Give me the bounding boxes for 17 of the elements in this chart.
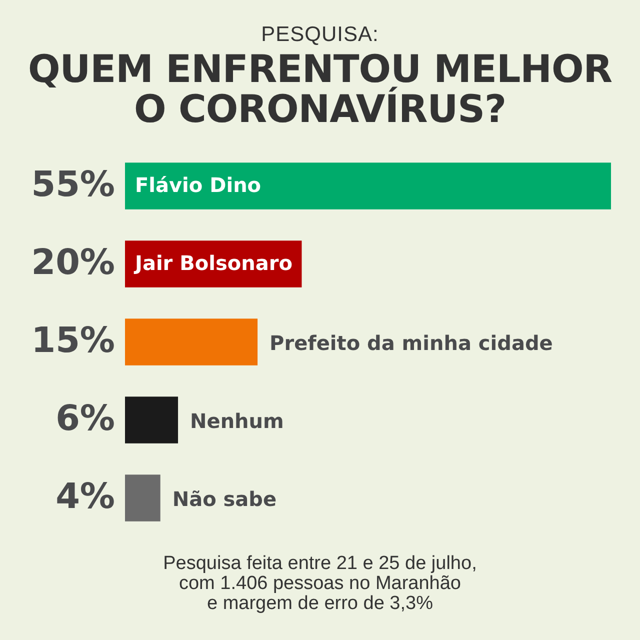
bar <box>125 318 258 366</box>
data-label: 15% <box>31 321 115 362</box>
bar <box>125 474 160 522</box>
bar <box>125 396 178 444</box>
y-tick-label: Nenhum <box>190 409 284 434</box>
y-tick-label: Não sabe <box>172 487 277 512</box>
data-label: 20% <box>31 243 115 284</box>
y-tick-label: Flávio Dino <box>135 173 262 198</box>
data-label: 55% <box>31 165 115 206</box>
y-tick-label: Prefeito da minha cidade <box>270 331 553 356</box>
y-tick-label: Jair Bolsonaro <box>133 251 292 276</box>
text: Pesquisa feita entre 21 e 25 de julho, com 1.406 pessoas no Maranhão e margem de erro de 3,3% <box>162 553 478 614</box>
data-label: 4% <box>56 477 115 518</box>
chart-title: QUEM ENFRENTOU MELHOR O CORONAVÍRUS? <box>26 47 614 131</box>
data-label: 6% <box>56 399 115 440</box>
bar <box>125 162 611 210</box>
chart-subtitle: PESQUISA: <box>260 22 380 48</box>
